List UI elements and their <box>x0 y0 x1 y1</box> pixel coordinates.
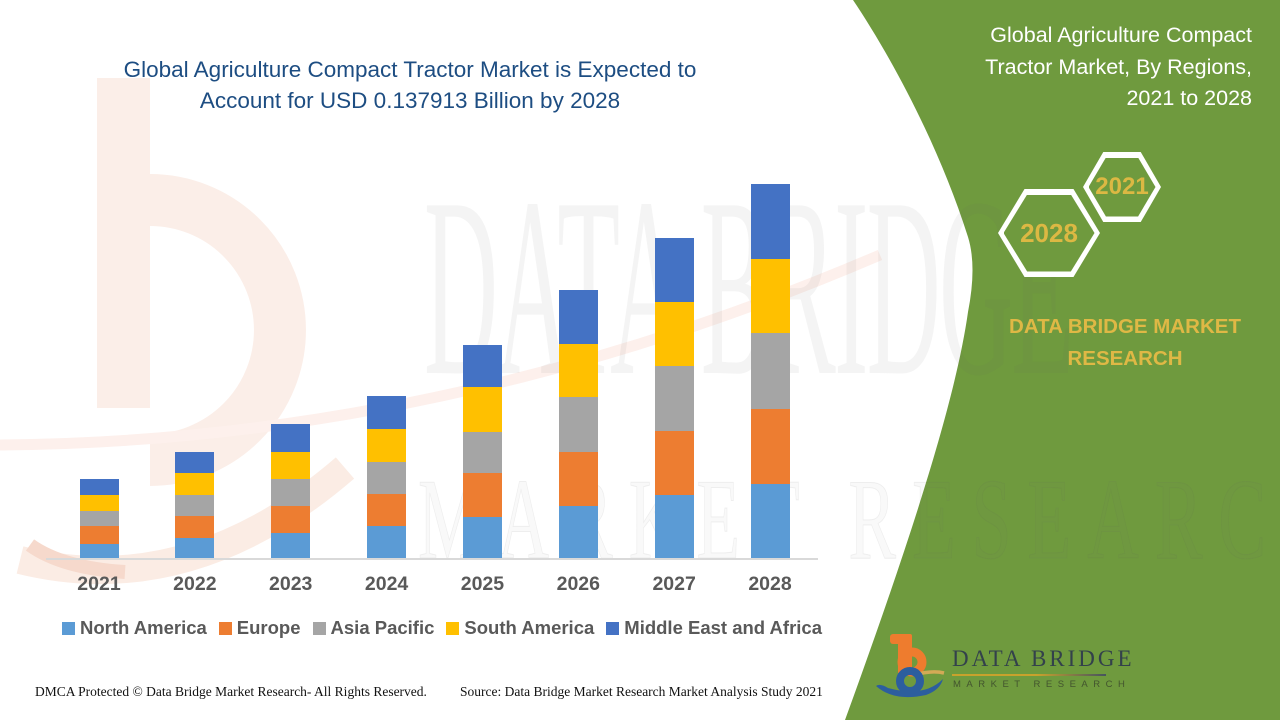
x-axis-label-2027: 2027 <box>652 573 696 595</box>
hexagon-fill: 2028 <box>1003 194 1095 272</box>
x-axis-label-2021: 2021 <box>77 573 121 595</box>
legend-item-middle-east-and-africa: Middle East and Africa <box>606 617 822 639</box>
legend-swatch-asia-pacific <box>312 622 326 635</box>
bar-2022 <box>175 452 215 559</box>
bar-2027 <box>654 238 694 559</box>
bar-segment-middle-east-and-africa-2024 <box>367 396 407 429</box>
bar-2026 <box>558 290 598 559</box>
bar-segment-north-america-2027 <box>654 495 694 559</box>
bar-segment-asia-pacific-2028 <box>750 333 790 409</box>
legend-label-asia-pacific: Asia Pacific <box>330 617 435 638</box>
bar-segment-asia-pacific-2026 <box>558 397 598 452</box>
panel-title-line2: Tractor Market, By Regions, <box>985 54 1252 79</box>
x-axis-label-2022: 2022 <box>173 573 217 595</box>
bar-segment-asia-pacific-2023 <box>271 479 311 506</box>
bar-segment-asia-pacific-2025 <box>462 432 502 473</box>
chart-title-line2: Account for USD 0.137913 Billion by 2028 <box>199 88 621 113</box>
bar-segment-middle-east-and-africa-2028 <box>750 184 790 259</box>
legend-label-europe: Europe <box>236 617 301 638</box>
bar-2025 <box>462 345 502 559</box>
x-axis-label-2028: 2028 <box>748 573 792 595</box>
bar-segment-middle-east-and-africa-2027 <box>654 238 694 302</box>
logo-subtitle: MARKET RESEARCH <box>953 679 1131 690</box>
chart-title: Global Agriculture Compact Tractor Marke… <box>80 54 740 116</box>
bar-segment-south-america-2021 <box>79 495 119 511</box>
bar-segment-asia-pacific-2027 <box>654 366 694 431</box>
hexagon-year-label: 2028 <box>1020 217 1078 248</box>
bar-segment-north-america-2022 <box>175 538 215 559</box>
x-axis-line <box>46 558 818 560</box>
panel-title-line3: 2021 to 2028 <box>1126 86 1252 110</box>
bar-segment-south-america-2026 <box>558 344 598 397</box>
bar-segment-europe-2026 <box>558 452 598 506</box>
legend-item-north-america: North America <box>62 617 207 639</box>
legend-swatch-south-america <box>446 622 460 635</box>
bar-segment-europe-2021 <box>79 526 119 544</box>
hexagon-badge-2021: 2021 <box>1083 152 1161 222</box>
bar-2023 <box>271 424 311 559</box>
bar-segment-south-america-2027 <box>654 302 694 366</box>
bar-2024 <box>367 396 407 559</box>
x-axis-label-2023: 2023 <box>269 573 313 595</box>
bar-segment-north-america-2028 <box>750 484 790 559</box>
bar-segment-middle-east-and-africa-2021 <box>79 479 119 495</box>
legend-swatch-middle-east-and-africa <box>606 622 620 635</box>
bar-segment-south-america-2025 <box>462 387 502 432</box>
panel-title: Global Agriculture Compact Tractor Marke… <box>918 20 1252 115</box>
legend-swatch-north-america <box>62 622 75 635</box>
logo-underline <box>952 674 1106 676</box>
x-axis-label-2025: 2025 <box>460 573 505 595</box>
bar-2028 <box>750 184 790 559</box>
bar-segment-middle-east-and-africa-2023 <box>271 424 311 452</box>
bar-segment-asia-pacific-2021 <box>79 511 119 526</box>
bar-segment-south-america-2024 <box>367 429 407 462</box>
footer-dmca-text: DMCA Protected © Data Bridge Market Rese… <box>35 684 427 699</box>
bar-segment-south-america-2028 <box>750 259 790 333</box>
bar-segment-north-america-2023 <box>271 533 311 559</box>
footer-source-text: Source: Data Bridge Market Research Mark… <box>460 684 823 699</box>
bar-segment-south-america-2023 <box>271 452 311 479</box>
bar-segment-europe-2023 <box>271 506 311 533</box>
data-bridge-logo-icon <box>876 634 945 698</box>
bar-segment-asia-pacific-2024 <box>367 462 407 494</box>
logo-title: DATA BRIDGE <box>952 646 1135 671</box>
bar-segment-europe-2022 <box>175 516 215 538</box>
legend-item-europe: Europe <box>218 617 301 639</box>
hexagon-year-label: 2021 <box>1095 173 1149 200</box>
bar-segment-europe-2028 <box>750 409 790 484</box>
panel-title-line1: Global Agriculture Compact <box>990 23 1252 47</box>
bar-2021 <box>79 479 119 559</box>
bar-segment-europe-2025 <box>462 473 502 517</box>
hexagon-border: 2021 <box>1083 152 1161 222</box>
legend-swatch-europe <box>218 622 232 635</box>
legend-item-south-america: South America <box>446 617 594 639</box>
hexagon-badge-2028: 2028 <box>998 189 1100 277</box>
x-axis-label-2026: 2026 <box>556 573 600 595</box>
legend-item-asia-pacific: Asia Pacific <box>312 617 435 639</box>
legend-label-north-america: North America <box>80 617 207 638</box>
brand-text: DATA BRIDGE MARKET RESEARCH <box>995 311 1255 375</box>
bar-segment-north-america-2025 <box>462 517 502 559</box>
chart-legend: North America Europe Asia Pacific South Ame… <box>62 617 822 639</box>
bar-segment-north-america-2026 <box>558 506 598 559</box>
bar-segment-north-america-2021 <box>79 544 119 559</box>
legend-label-middle-east-and-africa: Middle East and Africa <box>624 617 822 638</box>
bar-segment-europe-2027 <box>654 431 694 495</box>
x-axis-label-2024: 2024 <box>364 573 409 595</box>
bar-segment-south-america-2022 <box>175 473 215 495</box>
bar-segment-asia-pacific-2022 <box>175 495 215 516</box>
bar-segment-middle-east-and-africa-2022 <box>175 452 215 473</box>
company-logo: DATA BRIDGE MARKET RESEARCH <box>874 624 1214 704</box>
bar-segment-middle-east-and-africa-2025 <box>462 345 502 387</box>
brand-text-line2: RESEARCH <box>1067 347 1183 370</box>
hexagon-fill: 2021 <box>1088 157 1156 217</box>
bar-segment-europe-2024 <box>367 494 407 526</box>
brand-text-line1: DATA BRIDGE MARKET <box>1009 315 1241 338</box>
bar-segment-middle-east-and-africa-2026 <box>558 290 598 344</box>
bar-segment-north-america-2024 <box>367 526 407 559</box>
legend-label-south-america: South America <box>464 617 595 638</box>
chart-title-line1: Global Agriculture Compact Tractor Marke… <box>123 57 697 82</box>
